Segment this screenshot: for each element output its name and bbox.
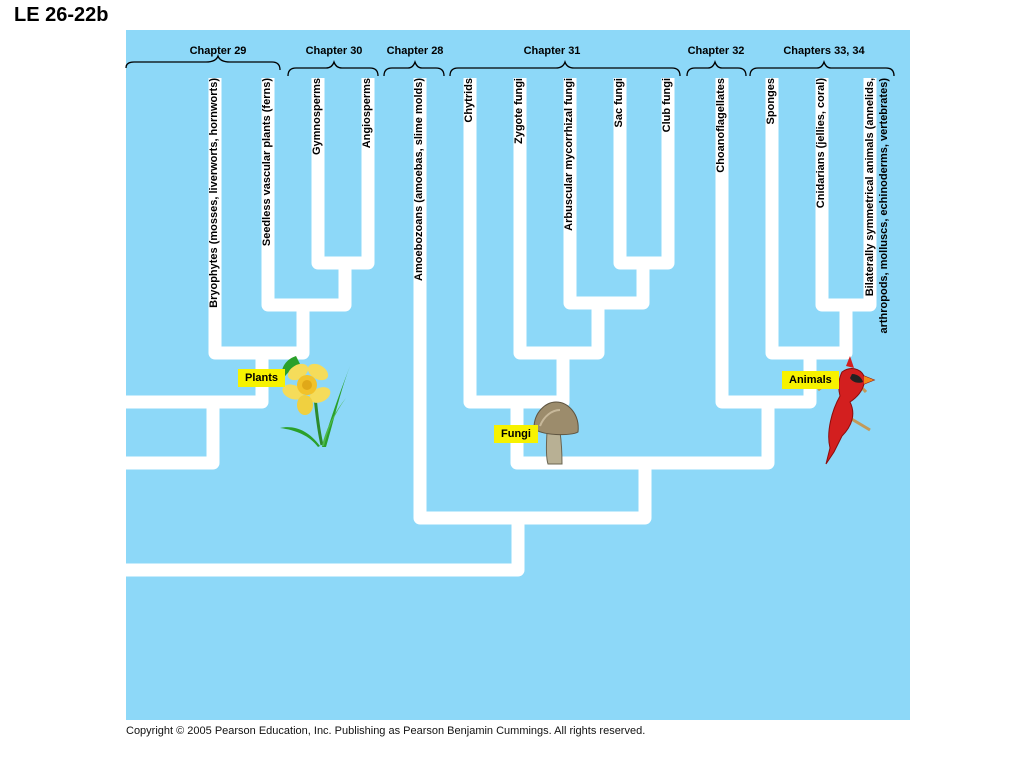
- taxon-label-choanoflagellates: Choanoflagellates: [715, 78, 727, 173]
- branch-plants-to-root: [126, 402, 220, 470]
- branch-amf: [563, 78, 598, 310]
- taxon-label-bilaterians-line2: arthropods, molluscs, echinoderms, verte…: [878, 78, 890, 334]
- branch-amf-dikarya: [563, 303, 605, 360]
- branch-sponges: [765, 78, 810, 360]
- mushroom-icon: [533, 401, 579, 465]
- branch-sac: [613, 78, 643, 270]
- branch-zygote-node: [517, 353, 570, 409]
- figure-label: LE 26-22b: [14, 4, 109, 26]
- brace-ch30: [287, 59, 379, 77]
- animals-tag: Animals: [782, 371, 839, 389]
- brace-ch32: [686, 59, 747, 77]
- branch-gymnosperms: [311, 78, 345, 270]
- branch-eumetazoa: [810, 305, 853, 360]
- branch-bryophytes: [208, 78, 262, 360]
- chapter-32-label: Chapter 32: [687, 45, 745, 57]
- taxon-label-sac-fungi: Sac fungi: [613, 78, 625, 128]
- brace-ch31: [449, 59, 681, 77]
- branch-choano-animals: [645, 402, 775, 470]
- taxon-label-sponges: Sponges: [765, 78, 777, 125]
- taxon-label-arbuscular-mycorrhizal-fungi: Arbuscular mycorrhizal fungi: [563, 78, 575, 231]
- taxon-label-club-fungi: Club fungi: [661, 78, 673, 133]
- branch-ferns: [261, 78, 303, 312]
- branch-seed-plants: [303, 263, 352, 312]
- chapter-braces: [125, 53, 895, 77]
- chapter-30-label: Chapter 30: [305, 45, 363, 57]
- brace-ch29: [125, 53, 281, 71]
- taxon-label-zygote-fungi: Zygote fungi: [513, 78, 525, 144]
- branch-vascular-plants: [262, 305, 310, 360]
- branch-zygote: [513, 78, 563, 360]
- plants-tag: Plants: [238, 369, 286, 387]
- chapter-33-34-label: Chapters 33, 34: [783, 45, 865, 57]
- taxon-label-angiosperms: Angiosperms: [361, 78, 373, 149]
- branch-angiosperms: [345, 78, 375, 270]
- branch-club: [643, 78, 675, 270]
- branch-amoebozoans: [413, 78, 518, 525]
- taxon-label-bilaterians-line1: Bilaterally symmetrical animals (annelid…: [864, 78, 876, 297]
- branch-fungi-stem: [510, 402, 645, 470]
- branch-dikarya: [598, 263, 650, 310]
- taxon-label-gymnosperms: Gymnosperms: [311, 78, 323, 156]
- copyright-notice: Copyright © 2005 Pearson Education, Inc.…: [126, 725, 646, 737]
- branch-choanoflagellates: [715, 78, 768, 409]
- fungi-tag: Fungi: [494, 425, 538, 443]
- taxon-label-amoebozoans: Amoebozoans (amoebas, slime molds): [413, 78, 425, 281]
- branch-animals-stem: [768, 353, 817, 409]
- branch-chytrids: [463, 78, 517, 409]
- chapter-31-label: Chapter 31: [523, 45, 581, 57]
- daffodil-icon: [280, 356, 350, 447]
- brace-ch3334: [749, 59, 895, 77]
- branch-bilaterians: [846, 78, 877, 312]
- branch-opisthokonts: [518, 463, 652, 525]
- branch-cnidarians: [815, 78, 846, 312]
- brace-ch28: [383, 59, 445, 77]
- chapter-28-label: Chapter 28: [386, 45, 444, 57]
- taxon-label-cnidarians: Cnidarians (jellies, coral): [815, 78, 827, 209]
- branch-unikonts: [126, 518, 525, 577]
- taxon-label-ferns: Seedless vascular plants (ferns): [261, 78, 273, 247]
- taxon-label-bryophytes: Bryophytes (mosses, liverworts, hornwort…: [208, 78, 220, 308]
- chapter-29-label: Chapter 29: [189, 45, 247, 57]
- taxon-label-chytrids: Chytrids: [463, 78, 475, 123]
